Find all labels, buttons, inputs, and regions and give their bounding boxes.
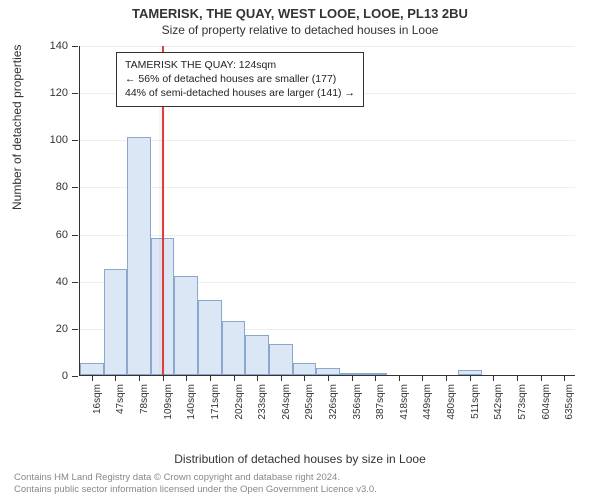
footer-line-2: Contains public sector information licen… — [14, 484, 377, 496]
page-title: TAMERISK, THE QUAY, WEST LOOE, LOOE, PL1… — [0, 0, 600, 21]
x-tick — [422, 375, 423, 381]
x-tick-label: 264sqm — [281, 384, 292, 432]
x-tick-label: 47sqm — [115, 384, 126, 432]
x-tick — [470, 375, 471, 381]
histogram-bar — [222, 321, 246, 375]
gridline — [80, 235, 575, 236]
x-tick-label: 16sqm — [92, 384, 103, 432]
x-tick — [564, 375, 565, 381]
x-tick — [257, 375, 258, 381]
y-tick — [72, 329, 78, 330]
plot-area: 02040608010012014016sqm47sqm78sqm109sqm1… — [79, 46, 575, 376]
x-tick — [210, 375, 211, 381]
x-tick — [328, 375, 329, 381]
x-tick-label: 171sqm — [210, 384, 221, 432]
x-tick-label: 480sqm — [446, 384, 457, 432]
y-axis-title: Number of detached properties — [10, 45, 24, 210]
info-box: TAMERISK THE QUAY: 124sqm← 56% of detach… — [116, 52, 364, 107]
x-tick — [139, 375, 140, 381]
histogram-bar — [80, 363, 104, 375]
x-tick — [399, 375, 400, 381]
x-tick-label: 387sqm — [375, 384, 386, 432]
y-tick — [72, 140, 78, 141]
y-tick — [72, 235, 78, 236]
x-tick-label: 356sqm — [352, 384, 363, 432]
x-tick — [115, 375, 116, 381]
y-tick-label: 20 — [56, 323, 68, 335]
x-axis-title: Distribution of detached houses by size … — [0, 452, 600, 466]
x-tick — [446, 375, 447, 381]
x-tick-label: 542sqm — [493, 384, 504, 432]
histogram-bar — [293, 363, 317, 375]
x-tick-label: 109sqm — [163, 384, 174, 432]
x-tick-label: 140sqm — [186, 384, 197, 432]
histogram-bar — [316, 368, 340, 375]
footer-attribution: Contains HM Land Registry data © Crown c… — [14, 472, 377, 496]
y-tick — [72, 93, 78, 94]
histogram-bar — [269, 344, 293, 375]
y-tick — [72, 376, 78, 377]
chart-area: 02040608010012014016sqm47sqm78sqm109sqm1… — [55, 46, 575, 416]
x-tick — [375, 375, 376, 381]
x-tick-label: 233sqm — [257, 384, 268, 432]
x-tick — [304, 375, 305, 381]
x-tick-label: 418sqm — [399, 384, 410, 432]
x-tick-label: 449sqm — [422, 384, 433, 432]
x-tick — [163, 375, 164, 381]
x-tick — [493, 375, 494, 381]
x-tick-label: 326sqm — [328, 384, 339, 432]
y-tick — [72, 282, 78, 283]
gridline — [80, 140, 575, 141]
x-tick — [92, 375, 93, 381]
gridline — [80, 46, 575, 47]
histogram-bar — [104, 269, 128, 375]
y-tick-label: 60 — [56, 229, 68, 241]
x-tick — [541, 375, 542, 381]
info-box-line: TAMERISK THE QUAY: 124sqm — [125, 58, 355, 72]
x-tick-label: 511sqm — [470, 384, 481, 432]
gridline — [80, 187, 575, 188]
x-tick-label: 202sqm — [234, 384, 245, 432]
y-tick-label: 0 — [62, 370, 68, 382]
info-box-line: ← 56% of detached houses are smaller (17… — [125, 72, 355, 86]
x-tick — [234, 375, 235, 381]
histogram-bar — [198, 300, 222, 375]
x-tick-label: 573sqm — [517, 384, 528, 432]
footer-line-1: Contains HM Land Registry data © Crown c… — [14, 472, 377, 484]
x-tick-label: 604sqm — [541, 384, 552, 432]
y-tick-label: 80 — [56, 181, 68, 193]
y-tick-label: 140 — [50, 40, 68, 52]
y-tick-label: 120 — [50, 87, 68, 99]
y-tick-label: 40 — [56, 276, 68, 288]
x-tick — [517, 375, 518, 381]
x-tick-label: 78sqm — [139, 384, 150, 432]
y-tick — [72, 187, 78, 188]
y-tick-label: 100 — [50, 134, 68, 146]
x-tick — [186, 375, 187, 381]
x-tick — [352, 375, 353, 381]
x-tick-label: 295sqm — [304, 384, 315, 432]
x-tick — [281, 375, 282, 381]
histogram-bar — [245, 335, 269, 375]
histogram-bar — [174, 276, 198, 375]
histogram-bar — [127, 137, 151, 375]
info-box-line: 44% of semi-detached houses are larger (… — [125, 86, 355, 100]
y-tick — [72, 46, 78, 47]
page-subtitle: Size of property relative to detached ho… — [0, 21, 600, 37]
x-tick-label: 635sqm — [564, 384, 575, 432]
